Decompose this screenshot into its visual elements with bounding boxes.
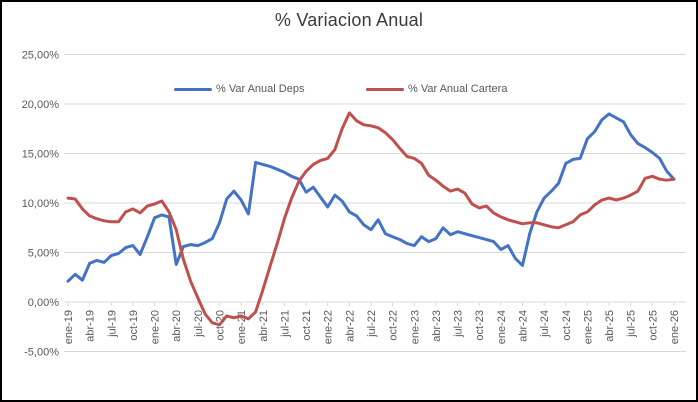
x-tick-label: jul-25 bbox=[626, 310, 638, 338]
x-tick-label: oct-21 bbox=[301, 310, 313, 341]
gridlines bbox=[64, 54, 686, 352]
x-tick-label: ene-25 bbox=[582, 310, 594, 344]
legend-item-cartera: % Var Anual Cartera bbox=[366, 83, 507, 95]
y-tick-label: 5,00% bbox=[28, 248, 59, 260]
y-tick-label: 10,00% bbox=[22, 198, 60, 210]
series-line-cartera bbox=[66, 111, 676, 327]
x-tick-label: ene-26 bbox=[669, 310, 681, 344]
legend-label-cartera: % Var Anual Cartera bbox=[408, 83, 508, 95]
y-tick-label: 25,00% bbox=[22, 50, 60, 62]
x-tick-label: oct-25 bbox=[647, 310, 659, 341]
x-tick-label: abr-21 bbox=[258, 310, 270, 342]
x-tick-label: ene-22 bbox=[323, 310, 335, 344]
x-tick-label: jul-22 bbox=[366, 310, 378, 338]
x-tick-label: jul-19 bbox=[106, 310, 118, 338]
y-tick-label: 20,00% bbox=[22, 99, 60, 111]
x-tick-label: ene-23 bbox=[409, 310, 421, 344]
series-line-deps bbox=[66, 112, 676, 283]
x-tick-label: abr-22 bbox=[344, 310, 356, 342]
x-tick-label: oct-24 bbox=[561, 310, 573, 341]
x-tick-label: oct-19 bbox=[128, 310, 140, 341]
x-tick-label: jul-24 bbox=[539, 310, 551, 338]
x-tick-label: jul-21 bbox=[279, 310, 291, 338]
legend-item-deps: % Var Anual Deps bbox=[174, 83, 304, 95]
x-tick-label: jul-20 bbox=[193, 310, 205, 338]
x-tick-label: ene-24 bbox=[496, 310, 508, 344]
legend-label-deps: % Var Anual Deps bbox=[216, 83, 305, 95]
x-tick-label: jul-23 bbox=[453, 310, 465, 338]
y-tick-label: 15,00% bbox=[22, 149, 60, 161]
x-axis-labels: ene-19 abr-19 jul-19 oct-19 ene-20 abr-20 jul-… bbox=[63, 302, 681, 344]
y-tick-label: 0,00% bbox=[28, 297, 59, 309]
x-tick-label: abr-23 bbox=[431, 310, 443, 342]
x-tick-label: abr-24 bbox=[518, 310, 530, 342]
x-tick-label: oct-23 bbox=[474, 310, 486, 341]
x-tick-label: abr-25 bbox=[604, 310, 616, 342]
x-tick-label: abr-20 bbox=[171, 310, 183, 342]
legend-line-swatch-cartera bbox=[366, 87, 404, 91]
y-tick-label: -5,00% bbox=[24, 347, 59, 359]
y-axis-labels: 25,00% 20,00% 15,00% 10,00% 5,00% 0,00% -5,00% bbox=[22, 50, 60, 359]
x-tick-label: oct-22 bbox=[388, 310, 400, 341]
x-tick-label: ene-19 bbox=[63, 310, 75, 344]
legend-line-swatch-deps bbox=[174, 87, 212, 91]
x-tick-label: ene-20 bbox=[150, 310, 162, 344]
chart-title: % Variacion Anual bbox=[274, 10, 424, 30]
x-tick-label: abr-19 bbox=[85, 310, 97, 342]
